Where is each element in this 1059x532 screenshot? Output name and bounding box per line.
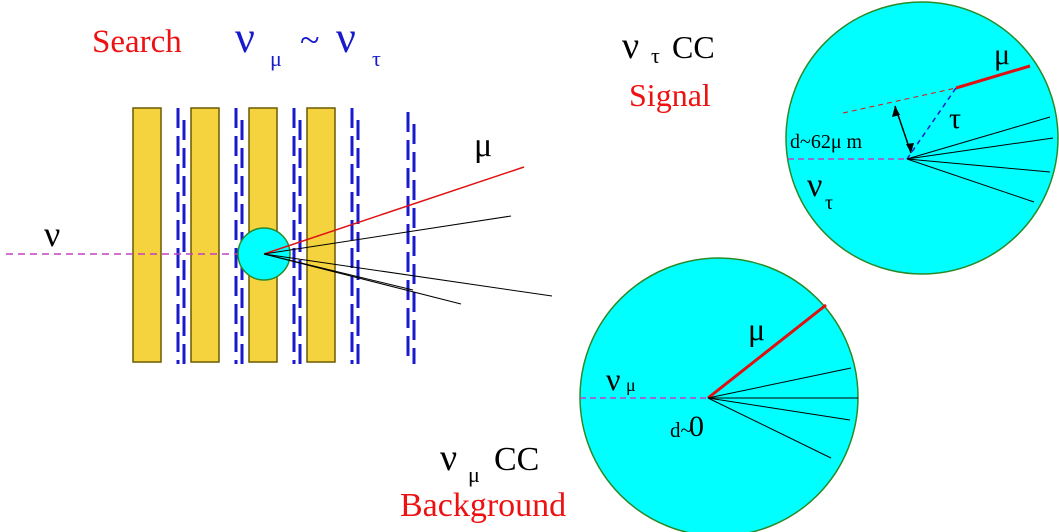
title-nu-tau: ν xyxy=(336,13,356,62)
background-nu-sub: μ xyxy=(468,462,480,487)
background-kind: Background xyxy=(400,487,566,524)
signal-nu: ν xyxy=(622,25,639,67)
tracker-layers xyxy=(176,108,416,364)
emulsion-plate xyxy=(132,107,162,363)
signal-tau-label: τ xyxy=(949,102,961,135)
emulsion-plates xyxy=(132,107,336,363)
background-hadron-track xyxy=(707,397,832,459)
title-nu-tau-sub: τ xyxy=(372,46,381,71)
title-tilde: ~ xyxy=(300,20,319,60)
background-distance-value: 0 xyxy=(689,410,704,443)
title-nu-mu-sub: μ xyxy=(270,46,282,71)
neutrino-label: ν xyxy=(44,214,60,254)
background-muon-label: μ xyxy=(748,311,765,347)
signal-hadron-track xyxy=(906,137,1054,160)
background-caption: ν μ CC Background xyxy=(400,437,566,524)
background-nu: ν xyxy=(440,437,457,479)
background-zoom-circle xyxy=(579,257,859,532)
background-incoming-nu-sub: μ xyxy=(626,375,636,395)
signal-incoming-nu: ν xyxy=(807,167,822,204)
signal-distance-label: d~62μ m xyxy=(790,131,863,153)
signal-muon-label: μ xyxy=(994,38,1010,71)
title-search: Search xyxy=(92,24,182,60)
background-muon-track xyxy=(707,303,827,400)
muon-label: μ xyxy=(474,127,492,164)
background-zoom: μ ν μ d~ 0 xyxy=(579,257,859,532)
emulsion-plate xyxy=(190,107,220,363)
detector: ν μ xyxy=(6,107,553,364)
hadron-track xyxy=(263,253,553,297)
signal-nu-sub: τ xyxy=(651,43,660,68)
title-nu-mu: ν xyxy=(235,13,255,62)
signal-zoom-circle xyxy=(785,1,1059,275)
signal-incoming-nu-sub: τ xyxy=(825,192,833,214)
hadron-track xyxy=(263,253,414,291)
background-distance-prefix: d~ xyxy=(670,418,692,442)
signal-muon-extrapolation xyxy=(842,87,957,114)
signal-caption: ν τ CC Signal xyxy=(622,25,715,113)
background-hadron-track xyxy=(707,397,851,421)
background-incoming-nu: ν xyxy=(606,361,620,397)
signal-kind: Signal xyxy=(629,77,711,113)
signal-zoom: μ τ d~62μ m ν τ xyxy=(785,1,1059,275)
signal-hadron-track xyxy=(906,158,1051,173)
hadron-track xyxy=(263,215,512,255)
arrow-head-bottom xyxy=(906,143,914,153)
signal-muon-track xyxy=(955,64,1031,90)
signal-cc: CC xyxy=(672,29,715,65)
signal-hadron-track xyxy=(906,158,1035,203)
signal-hadron-track xyxy=(906,116,1051,160)
background-hadron-track xyxy=(707,367,852,399)
diagram-title: Search ν μ ~ ν τ xyxy=(92,13,381,71)
background-cc: CC xyxy=(494,441,539,478)
arrow-head-top xyxy=(892,106,900,117)
muon-track xyxy=(263,166,525,255)
